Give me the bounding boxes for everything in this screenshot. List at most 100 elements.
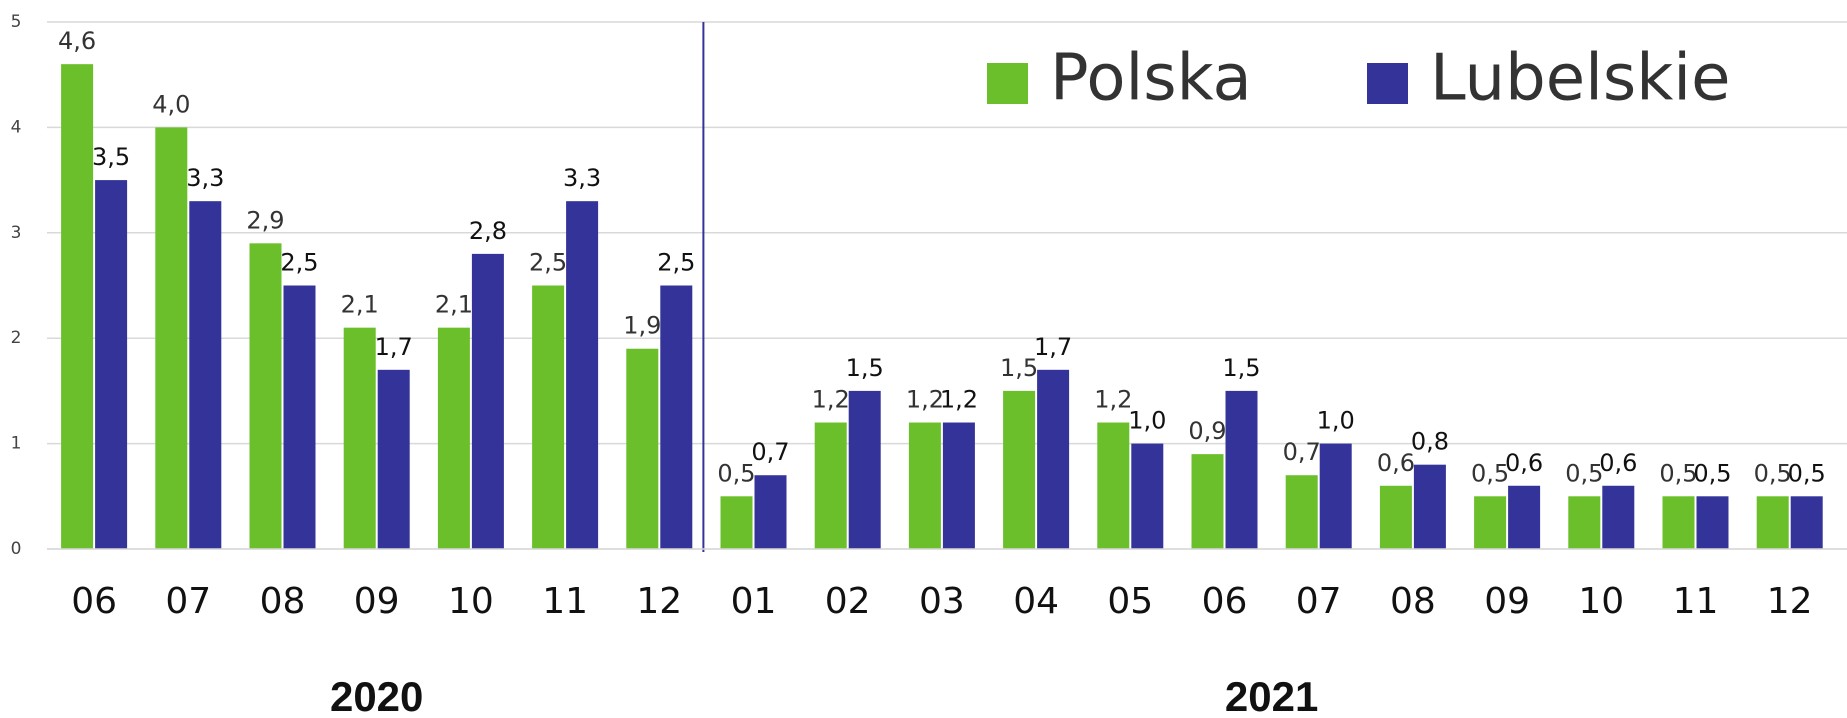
legend-swatch xyxy=(1367,63,1408,104)
value-label: 2,5 xyxy=(529,249,567,277)
bar xyxy=(720,496,753,549)
value-label: 0,5 xyxy=(1693,459,1731,487)
x-tick-label: 05 xyxy=(1107,581,1153,622)
value-label: 1,9 xyxy=(623,312,661,340)
y-tick-label: 0 xyxy=(11,539,22,559)
bar xyxy=(437,327,470,549)
x-tick-label: 12 xyxy=(1767,581,1813,622)
bar xyxy=(532,285,565,549)
value-label: 0,9 xyxy=(1188,417,1226,445)
bar xyxy=(626,348,659,549)
value-label: 0,5 xyxy=(717,459,755,487)
bar xyxy=(1097,422,1130,549)
bar xyxy=(566,201,599,549)
bar xyxy=(189,201,222,549)
bar xyxy=(1568,496,1601,549)
value-label: 0,5 xyxy=(1565,459,1603,487)
value-label: 1,7 xyxy=(375,333,413,361)
value-label: 4,6 xyxy=(58,27,96,55)
value-label: 0,6 xyxy=(1505,449,1543,477)
y-tick-label: 4 xyxy=(11,117,22,137)
x-tick-label: 10 xyxy=(1578,581,1624,622)
value-label: 1,2 xyxy=(812,386,850,414)
bar xyxy=(1508,485,1541,549)
bar xyxy=(1379,485,1412,549)
x-tick-label: 04 xyxy=(1013,581,1059,622)
y-tick-label: 1 xyxy=(11,434,22,454)
bar xyxy=(283,285,316,549)
bar xyxy=(61,64,94,549)
value-label: 3,5 xyxy=(92,143,130,171)
value-label: 1,2 xyxy=(906,386,944,414)
x-tick-label: 12 xyxy=(636,581,682,622)
value-label: 0,6 xyxy=(1377,449,1415,477)
value-label: 0,5 xyxy=(1754,459,1792,487)
bar xyxy=(1756,496,1789,549)
x-tick-label: 09 xyxy=(1484,581,1530,622)
value-label: 1,5 xyxy=(1222,354,1260,382)
x-tick-label: 08 xyxy=(260,581,306,622)
legend-label: Lubelskie xyxy=(1430,42,1730,116)
bar xyxy=(814,422,847,549)
value-label: 2,8 xyxy=(469,217,507,245)
y-tick-label: 5 xyxy=(11,12,22,32)
value-label: 2,9 xyxy=(246,206,284,234)
bar xyxy=(155,127,188,550)
bar xyxy=(848,390,881,549)
bar xyxy=(754,475,787,549)
x-tick-label: 11 xyxy=(542,581,588,622)
bar xyxy=(1191,454,1224,549)
x-tick-label: 08 xyxy=(1390,581,1436,622)
bar xyxy=(343,327,376,549)
x-tick-label: 02 xyxy=(825,581,871,622)
value-label: 0,7 xyxy=(1283,438,1321,466)
bar xyxy=(1696,496,1729,549)
x-tick-label: 06 xyxy=(1202,581,1248,622)
bar xyxy=(1319,443,1352,549)
x-tick-label: 10 xyxy=(448,581,494,622)
x-tick-label: 11 xyxy=(1673,581,1719,622)
x-tick-label: 06 xyxy=(71,581,117,622)
x-tick-label: 03 xyxy=(919,581,965,622)
value-label: 2,1 xyxy=(435,291,473,319)
bar xyxy=(1003,390,1036,549)
y-tick-label: 3 xyxy=(11,223,22,243)
value-label: 2,5 xyxy=(280,249,318,277)
x-tick-label: 01 xyxy=(731,581,777,622)
bar xyxy=(660,285,693,549)
bar xyxy=(1662,496,1695,549)
bar xyxy=(942,422,975,549)
bar xyxy=(1602,485,1635,549)
bar xyxy=(471,253,504,549)
x-tick-label: 07 xyxy=(1296,581,1342,622)
value-label: 2,1 xyxy=(341,291,379,319)
bar xyxy=(1225,390,1258,549)
y-tick-label: 2 xyxy=(11,328,22,348)
bar xyxy=(1474,496,1507,549)
bar xyxy=(1790,496,1823,549)
bar xyxy=(1037,369,1070,549)
value-label: 1,0 xyxy=(1317,407,1355,435)
bar xyxy=(249,243,282,549)
value-label: 1,5 xyxy=(846,354,884,382)
x-tick-label: 07 xyxy=(165,581,211,622)
bar xyxy=(1131,443,1164,549)
value-label: 3,3 xyxy=(186,164,224,192)
value-label: 0,5 xyxy=(1659,459,1697,487)
value-label: 1,2 xyxy=(1094,386,1132,414)
legend-swatch xyxy=(987,63,1028,104)
value-label: 0,5 xyxy=(1471,459,1509,487)
value-label: 1,7 xyxy=(1034,333,1072,361)
group-label: 2020 xyxy=(330,673,423,718)
legend-label: Polska xyxy=(1050,42,1252,116)
group-label: 2021 xyxy=(1225,673,1318,718)
bar xyxy=(95,180,128,549)
value-label: 0,8 xyxy=(1411,428,1449,456)
value-label: 1,2 xyxy=(940,386,978,414)
x-tick-label: 09 xyxy=(354,581,400,622)
bar xyxy=(1413,464,1446,549)
value-label: 2,5 xyxy=(657,249,695,277)
value-label: 0,7 xyxy=(751,438,789,466)
bar xyxy=(908,422,941,549)
